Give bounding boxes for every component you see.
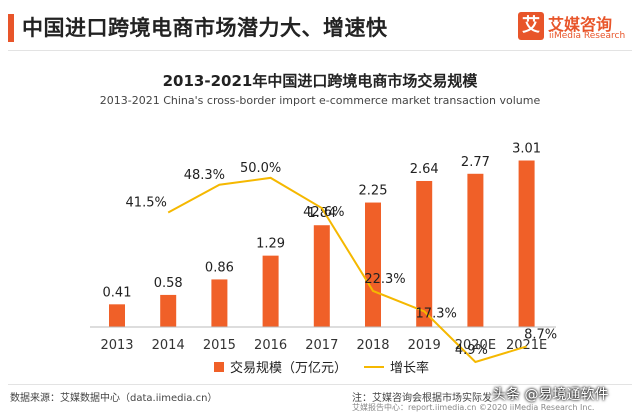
chart-canvas: 0.41 0.58 0.86 1.29 1.84 2.25 2.64 2.77 3.01 2013… [90, 142, 557, 376]
bar-2020E [467, 173, 484, 327]
legend-label-bar: 交易规模（万亿元） [230, 360, 347, 376]
x-tick-label-2020E: 2020E [455, 338, 496, 353]
bar-label-2016: 1.29 [256, 237, 285, 252]
line-label-2020E: 4.9% [455, 343, 488, 358]
bar-label-2017: 1.84 [307, 206, 336, 221]
brand-logo-icon: 艾 [518, 12, 544, 40]
brand-name-en: iiMedia Research [549, 31, 626, 41]
bar-2018 [365, 202, 381, 327]
chart-title: 2013-2021年中国进口跨境电商市场交易规模 [162, 72, 478, 90]
line-label-2017: 42.6% [303, 205, 344, 220]
bar-label-2013: 0.41 [103, 285, 132, 300]
header-divider [8, 50, 632, 51]
x-tick-label-2018: 2018 [356, 338, 389, 353]
bar-label-2018: 2.25 [359, 184, 388, 199]
x-tick-label-2014: 2014 [152, 338, 185, 353]
bar-2013 [109, 304, 125, 327]
bar-2021E [518, 160, 535, 327]
bar-label-2019: 2.64 [410, 162, 439, 177]
growth-line [167, 176, 527, 364]
bar-2014 [160, 294, 177, 327]
bar-label-2020E: 2.77 [461, 155, 490, 170]
x-tick-label-2017: 2017 [305, 338, 338, 353]
legend-label-line: 增长率 [390, 360, 429, 376]
bar-label-2015: 0.86 [205, 260, 234, 275]
line-label-2018: 22.3% [364, 272, 405, 287]
footer-divider [8, 384, 632, 385]
brand-name: 艾媒咨询 [548, 15, 613, 34]
line-label-2014: 41.5% [126, 196, 167, 211]
line-label-2015: 48.3% [184, 168, 225, 183]
data-source: 数据来源：艾媒数据中心（data.iimedia.cn） [10, 393, 218, 404]
header-accent-bar [8, 14, 14, 42]
x-tick-label-2016: 2016 [254, 338, 287, 353]
bar-label-2021E: 3.01 [512, 142, 541, 157]
x-tick-label-2013: 2013 [100, 338, 133, 353]
page-title: 中国进口跨境电商市场潜力大、增速快 [22, 16, 388, 40]
watermark: 头条 @易境通软件 [492, 387, 609, 403]
bar-2019 [416, 180, 433, 327]
line-label-2021E: 8.7% [524, 327, 557, 342]
legend-swatch-bar [214, 362, 224, 372]
bar-label-2014: 0.58 [154, 276, 183, 291]
footnote: 注：艾媒咨询会根据市场实际发 [352, 393, 492, 404]
bar-2016 [262, 255, 279, 327]
line-label-2016: 50.0% [240, 161, 281, 176]
chart-subtitle: 2013-2021 China's cross-border import e-… [99, 94, 541, 107]
line-label-2019: 17.3% [416, 306, 457, 321]
x-tick-label-2019: 2019 [408, 338, 441, 353]
bar-2015 [211, 279, 228, 327]
bar-2017 [313, 225, 330, 327]
footnote-secondary: 艾媒报告中心：report.iimedia.cn ©2020 iiMedia R… [352, 403, 595, 412]
x-tick-label-2015: 2015 [203, 338, 236, 353]
